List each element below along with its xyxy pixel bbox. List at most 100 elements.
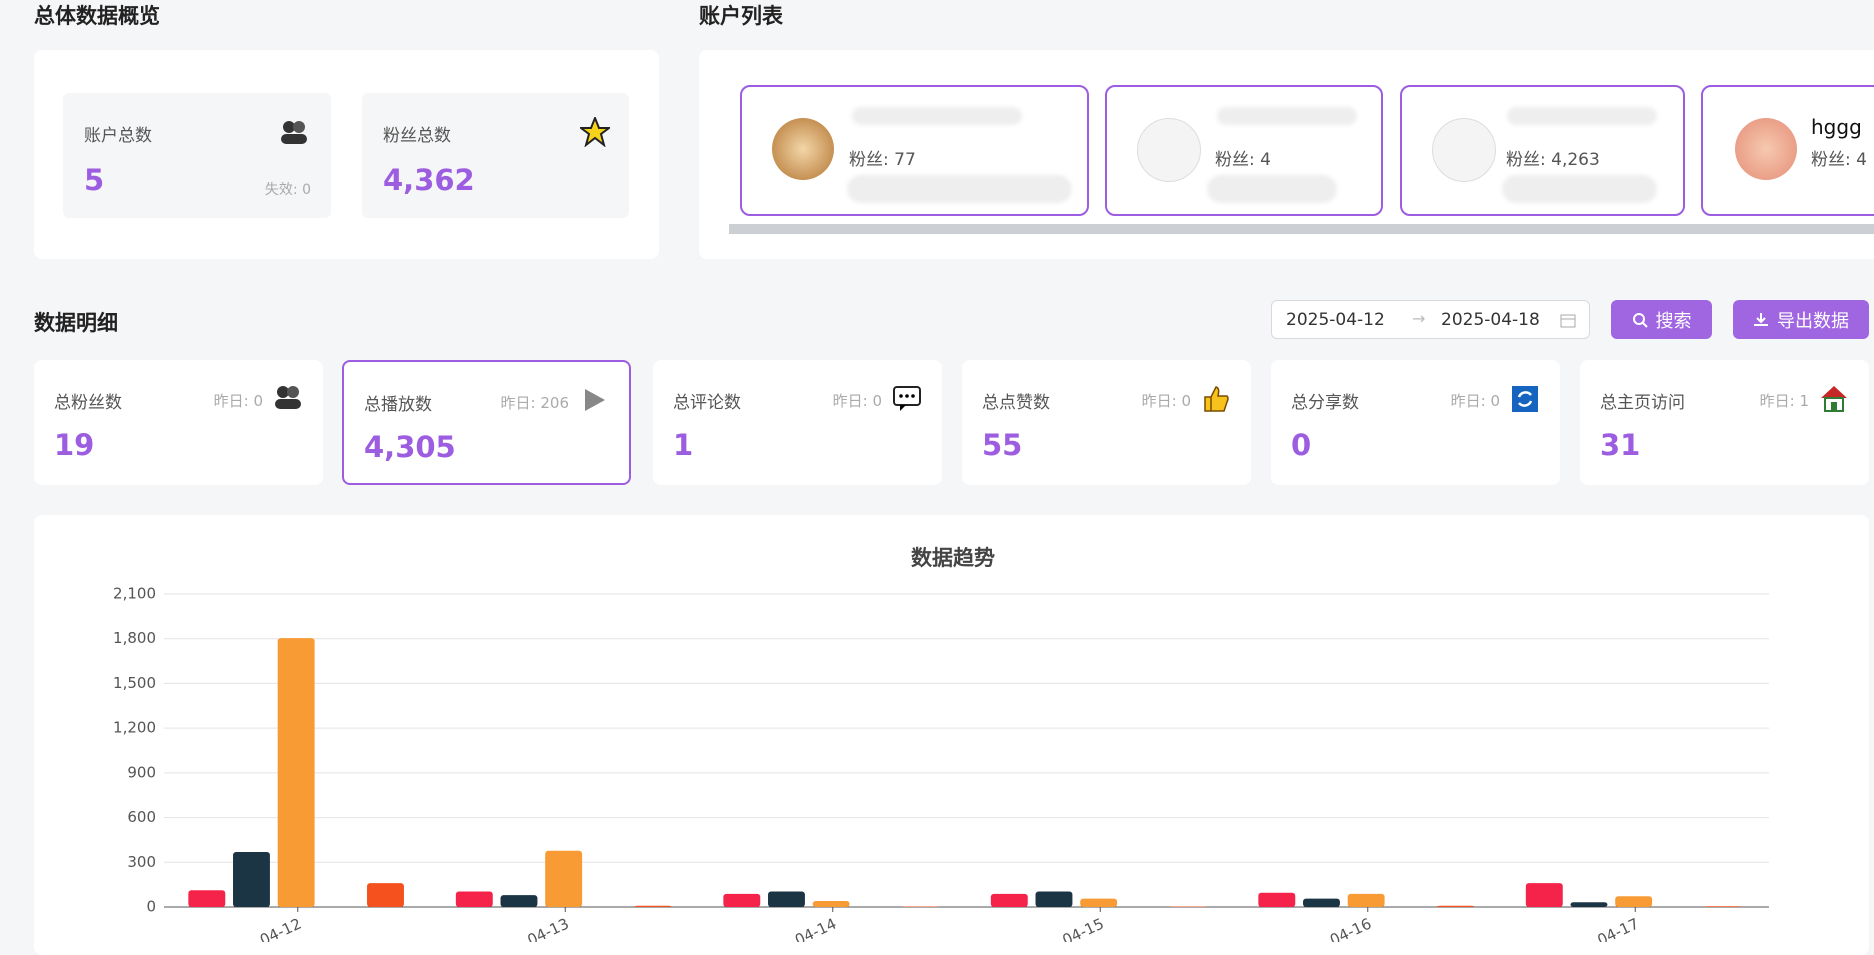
x-tick-label: 04-15 [1060,914,1107,942]
bar [1571,902,1608,907]
stat-label: 总粉丝数 [54,388,122,413]
blurred-name [1217,107,1357,125]
icon [1510,384,1540,414]
stat-label: 总主页访问 [1600,388,1685,413]
stat-value: 55 [982,428,1022,462]
stat-label: 总分享数 [1291,388,1359,413]
bar [1258,893,1295,907]
stat-note: 失效: 0 [265,179,311,199]
fans: 粉丝: 4 [1215,145,1271,170]
account-card[interactable]: hggg 粉丝: 4 [1701,85,1874,216]
bar [501,895,538,907]
account-card[interactable]: 粉丝: 77 [740,85,1089,216]
bar [1303,899,1340,907]
icon [1819,384,1849,414]
y-tick-label: 1,800 [113,629,156,647]
account-card[interactable]: 粉丝: 4,263 [1400,85,1685,216]
blurred-text [1207,175,1337,203]
chart: 数据趋势 03006009001,2001,5001,8002,10004-12… [34,515,1869,942]
x-tick-label: 04-13 [525,914,572,942]
arrow: → [1412,309,1425,328]
bar [1036,891,1073,907]
stat-label: 总播放数 [364,390,432,415]
bar [1615,896,1652,907]
chart-title: 数据趋势 [911,546,995,570]
stat-value: 31 [1600,428,1640,462]
blurred-name [1507,107,1657,125]
date-range[interactable]: 2025-04-12 → 2025-04-18 [1271,300,1590,339]
stat-yesterday: 昨日: 0 [214,390,263,411]
section-title: 数据明细 [34,307,118,337]
avatar [772,118,834,180]
button-label: 导出数据 [1777,307,1849,333]
stat-label: 总评论数 [673,388,741,413]
icon [279,119,309,145]
bar [768,891,805,907]
section-title: 账户列表 [699,0,783,30]
y-tick-label: 2,100 [113,585,156,603]
bar [367,883,404,907]
bar [813,901,850,907]
stat-value: 4,362 [383,163,475,197]
blurred-text [1502,175,1657,203]
stat-card[interactable]: 总粉丝数 昨日: 0 19 [34,360,323,485]
x-tick-label: 04-16 [1327,914,1374,942]
fans: 粉丝: 4,263 [1506,145,1600,170]
y-tick-label: 300 [127,853,156,871]
icon [273,384,303,414]
stat-value: 1 [673,428,693,462]
stat-yesterday: 昨日: 1 [1760,390,1809,411]
stat-card[interactable]: 总播放数 昨日: 206 4,305 [342,360,631,485]
y-tick-label: 900 [127,763,156,781]
bar [1437,906,1474,907]
icon [580,117,610,147]
stat-yesterday: 昨日: 0 [833,390,882,411]
bar [635,906,672,907]
stat-value: 4,305 [364,430,456,464]
stat-card[interactable]: 总评论数 昨日: 0 1 [653,360,942,485]
y-tick-label: 0 [146,898,156,916]
stat-label: 总点赞数 [982,388,1050,413]
export-button[interactable]: 导出数据 [1733,300,1869,339]
section-title: 总体数据概览 [34,0,160,30]
stat-value: 5 [84,163,104,197]
bar [1348,894,1385,907]
bar [1705,906,1742,907]
account-name: hggg [1811,115,1862,139]
stat-value: 0 [1291,428,1311,462]
bar [1080,899,1117,907]
icon [892,384,922,414]
stat-card[interactable]: 总点赞数 昨日: 0 55 [962,360,1251,485]
scrollbar[interactable] [729,224,1874,234]
fans: 粉丝: 77 [849,145,916,170]
bar [723,894,760,907]
x-tick-label: 04-14 [792,914,839,942]
stat-card[interactable]: 总分享数 昨日: 0 0 [1271,360,1560,485]
bar [1526,883,1563,907]
avatar [1735,118,1797,180]
search-button[interactable]: 搜索 [1611,300,1712,339]
account-list: 粉丝: 77 粉丝: 4 粉丝: 4,263 hggg 粉丝: 4 [699,50,1874,259]
bar [456,891,493,907]
blurred-name [852,107,1022,125]
blurred-text [847,175,1072,203]
overview-card: 账户总数 5 失效: 0 粉丝总数 4,362 [34,50,659,259]
y-tick-label: 600 [127,808,156,826]
date-start: 2025-04-12 [1286,310,1385,330]
button-label: 搜索 [1656,307,1692,333]
stat-value: 19 [54,428,94,462]
stat-label: 粉丝总数 [383,121,451,146]
icon [1201,384,1231,414]
stat-yesterday: 昨日: 206 [501,392,569,413]
icon [579,386,609,416]
search-icon [1632,312,1648,328]
y-tick-label: 1,200 [113,719,156,737]
account-card[interactable]: 粉丝: 4 [1105,85,1383,216]
stat-label: 账户总数 [84,121,152,146]
calendar-icon [1560,312,1576,328]
export-icon [1753,312,1769,328]
stat-card[interactable]: 总主页访问 昨日: 1 31 [1580,360,1869,485]
bar [233,852,270,907]
date-end: 2025-04-18 [1441,310,1540,330]
